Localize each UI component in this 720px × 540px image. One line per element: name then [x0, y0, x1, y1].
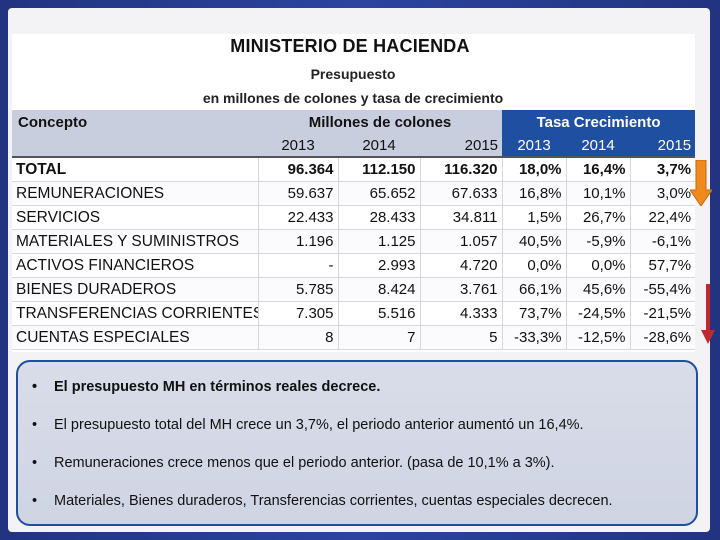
header-concepto: Concepto	[12, 110, 258, 134]
bullet-text: El presupuesto MH en términos reales dec…	[54, 379, 381, 395]
cell-t2014: 26,7%	[566, 205, 631, 230]
cell-t2013: 73,7%	[502, 301, 567, 326]
arrow-down-icon	[690, 160, 712, 206]
cell-t2014: 10,1%	[566, 181, 631, 206]
cell-t2013: 18,0%	[502, 157, 567, 182]
subtitle-presupuesto: Presupuesto	[310, 66, 396, 82]
cell-t2015: -28,6%	[630, 325, 696, 350]
bullet-icon: •	[32, 455, 38, 471]
row-concepto: REMUNERACIONES	[12, 181, 259, 206]
header-year-2014: 2014	[338, 134, 420, 158]
cell-m2014: 65.652	[338, 181, 421, 206]
cell-m2015: 5	[420, 325, 503, 350]
header-year-2013: 2013	[258, 134, 338, 158]
cell-m2013: 96.364	[258, 157, 339, 182]
row-concepto: TOTAL	[12, 157, 259, 182]
cell-t2013: 0,0%	[502, 253, 567, 278]
cell-t2015: 3,0%	[630, 181, 696, 206]
row-concepto: ACTIVOS FINANCIEROS	[12, 253, 259, 278]
cell-t2015: 22,4%	[630, 205, 696, 230]
cell-m2014: 1.125	[338, 229, 421, 254]
row-concepto: MATERIALES Y SUMINISTROS	[12, 229, 259, 254]
cell-t2013: 1,5%	[502, 205, 567, 230]
cell-m2015: 1.057	[420, 229, 503, 254]
cell-m2014: 5.516	[338, 301, 421, 326]
header-tasa-2013: 2013	[502, 134, 567, 158]
cell-t2013: 16,8%	[502, 181, 567, 206]
cell-t2015: 3,7%	[630, 157, 696, 182]
cell-m2015: 4.720	[420, 253, 503, 278]
cell-m2014: 112.150	[338, 157, 421, 182]
row-concepto: CUENTAS ESPECIALES	[12, 325, 259, 350]
cell-t2014: 16,4%	[566, 157, 631, 182]
bullet-text: El presupuesto total del MH crece un 3,7…	[54, 417, 584, 433]
cell-t2013: 66,1%	[502, 277, 567, 302]
header-tasa-crecimiento: Tasa Crecimiento	[502, 110, 696, 134]
table-row: REMUNERACIONES 59.637 65.652 67.633 16,8…	[12, 181, 696, 206]
table-row: MATERIALES Y SUMINISTROS 1.196 1.125 1.0…	[12, 229, 696, 254]
row-concepto: TRANSFERENCIAS CORRIENTES	[12, 301, 259, 326]
table-row: TRANSFERENCIAS CORRIENTES 7.305 5.516 4.…	[12, 301, 696, 326]
row-concepto: BIENES DURADEROS	[12, 277, 259, 302]
cell-m2014: 8.424	[338, 277, 421, 302]
bullet-text: Materiales, Bienes duraderos, Transferen…	[54, 493, 613, 509]
header-blank	[12, 134, 258, 158]
cell-t2013: 40,5%	[502, 229, 567, 254]
cell-m2013: -	[258, 253, 339, 278]
table-row: CUENTAS ESPECIALES 8 7 5 -33,3% -12,5% -…	[12, 325, 696, 350]
cell-t2014: 0,0%	[566, 253, 631, 278]
cell-t2014: -24,5%	[566, 301, 631, 326]
cell-m2015: 67.633	[420, 181, 503, 206]
cell-t2014: 45,6%	[566, 277, 631, 302]
header-tasa-2014: 2014	[566, 134, 631, 158]
list-item: • El presupuesto MH en términos reales d…	[32, 378, 692, 406]
cell-m2015: 34.811	[420, 205, 503, 230]
bullet-icon: •	[32, 379, 38, 395]
cell-t2015: -21,5%	[630, 301, 696, 326]
table-row: BIENES DURADEROS 5.785 8.424 3.761 66,1%…	[12, 277, 696, 302]
budget-table: Concepto Millones de colones Tasa Crecim…	[12, 110, 696, 350]
cell-m2013: 5.785	[258, 277, 339, 302]
cell-t2015: -6,1%	[630, 229, 696, 254]
cell-m2013: 22.433	[258, 205, 339, 230]
list-item: • Remuneraciones crece menos que el peri…	[32, 454, 692, 482]
cell-m2013: 59.637	[258, 181, 339, 206]
bullet-icon: •	[32, 493, 38, 509]
cell-m2013: 1.196	[258, 229, 339, 254]
cell-m2013: 8	[258, 325, 339, 350]
header-tasa-2015: 2015	[630, 134, 696, 158]
table-row: SERVICIOS 22.433 28.433 34.811 1,5% 26,7…	[12, 205, 696, 230]
arrow-down-icon	[701, 284, 715, 344]
cell-m2014: 28.433	[338, 205, 421, 230]
bullet-icon: •	[32, 417, 38, 433]
row-concepto: SERVICIOS	[12, 205, 259, 230]
cell-t2014: -5,9%	[566, 229, 631, 254]
cell-t2015: -55,4%	[630, 277, 696, 302]
cell-m2014: 7	[338, 325, 421, 350]
bullet-text: Remuneraciones crece menos que el period…	[54, 455, 555, 471]
cell-t2015: 57,7%	[630, 253, 696, 278]
cell-t2013: -33,3%	[502, 325, 567, 350]
table-row: ACTIVOS FINANCIEROS - 2.993 4.720 0,0% 0…	[12, 253, 696, 278]
cell-m2013: 7.305	[258, 301, 339, 326]
header-millones: Millones de colones	[258, 110, 503, 134]
list-item: • Materiales, Bienes duraderos, Transfer…	[32, 492, 692, 520]
cell-m2015: 116.320	[420, 157, 503, 182]
page-title: MINISTERIO DE HACIENDA	[230, 36, 470, 56]
bullet-list: • El presupuesto MH en términos reales d…	[32, 378, 692, 530]
header-year-2015: 2015	[420, 134, 503, 158]
cell-t2014: -12,5%	[566, 325, 631, 350]
bullet-box: • El presupuesto MH en términos reales d…	[16, 360, 698, 526]
subtitle-units: en millones de colones y tasa de crecimi…	[202, 90, 504, 106]
cell-m2015: 4.333	[420, 301, 503, 326]
cell-m2014: 2.993	[338, 253, 421, 278]
cell-m2015: 3.761	[420, 277, 503, 302]
table-row: TOTAL 96.364 112.150 116.320 18,0% 16,4%…	[12, 157, 696, 182]
list-item: • El presupuesto total del MH crece un 3…	[32, 416, 692, 444]
